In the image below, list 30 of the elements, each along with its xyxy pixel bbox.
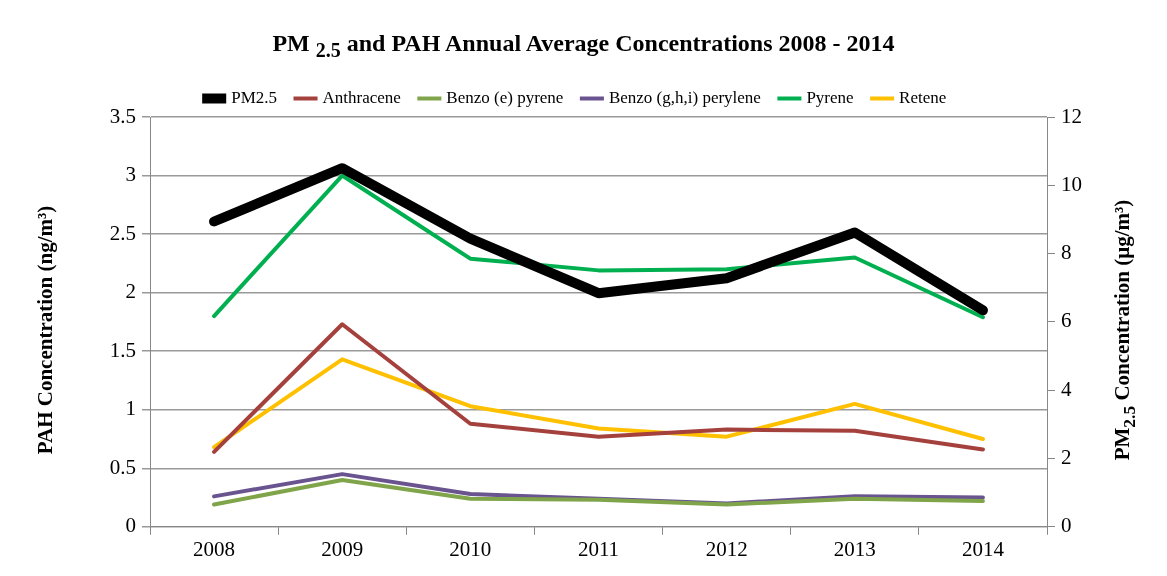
y-tick-label: 0	[125, 513, 136, 538]
y2-tick-label: 12	[1061, 103, 1082, 128]
y-tick-label: 3	[125, 162, 136, 187]
legend-label: Benzo (e) pyrene	[446, 87, 564, 107]
x-tick-label: 2010	[449, 536, 492, 561]
chart-title: PM $_{2.5}$ and PAH Annual Average Concentrations 2008 - 2014	[271, 30, 896, 62]
y-tick-label: 0.5	[109, 454, 136, 479]
x-tick-label: 2008	[193, 536, 236, 561]
y2-tick-label: 0	[1061, 513, 1072, 538]
y-tick-label: 3.5	[109, 103, 136, 128]
legend-label: Anthracene	[322, 87, 401, 107]
y2-tick-label: 2	[1061, 445, 1072, 470]
y2-tick-label: 10	[1061, 171, 1082, 196]
x-tick-label: 2012	[705, 536, 748, 561]
y2-tick-label: 6	[1061, 308, 1072, 333]
y-axis-title: PAH Concentration (ng/m³)	[32, 205, 58, 455]
x-tick-label: 2011	[577, 536, 620, 561]
y-tick-label: 2	[125, 279, 136, 304]
x-tick-label: 2009	[321, 536, 364, 561]
legend-label: Pyrene	[806, 87, 854, 107]
x-tick-label: 2014	[961, 536, 1005, 561]
x-tick-label: 2013	[833, 536, 876, 561]
y-tick-label: 1.5	[109, 337, 136, 362]
legend-label: Benzo (g,h,i) perylene	[608, 87, 761, 107]
y-tick-label: 1	[125, 396, 136, 421]
legend-label: PM2.5	[231, 87, 278, 107]
y2-tick-label: 8	[1061, 240, 1072, 265]
legend-label: Retene	[899, 87, 947, 107]
y-tick-label: 2.5	[109, 220, 136, 245]
y2-tick-label: 4	[1061, 376, 1072, 401]
